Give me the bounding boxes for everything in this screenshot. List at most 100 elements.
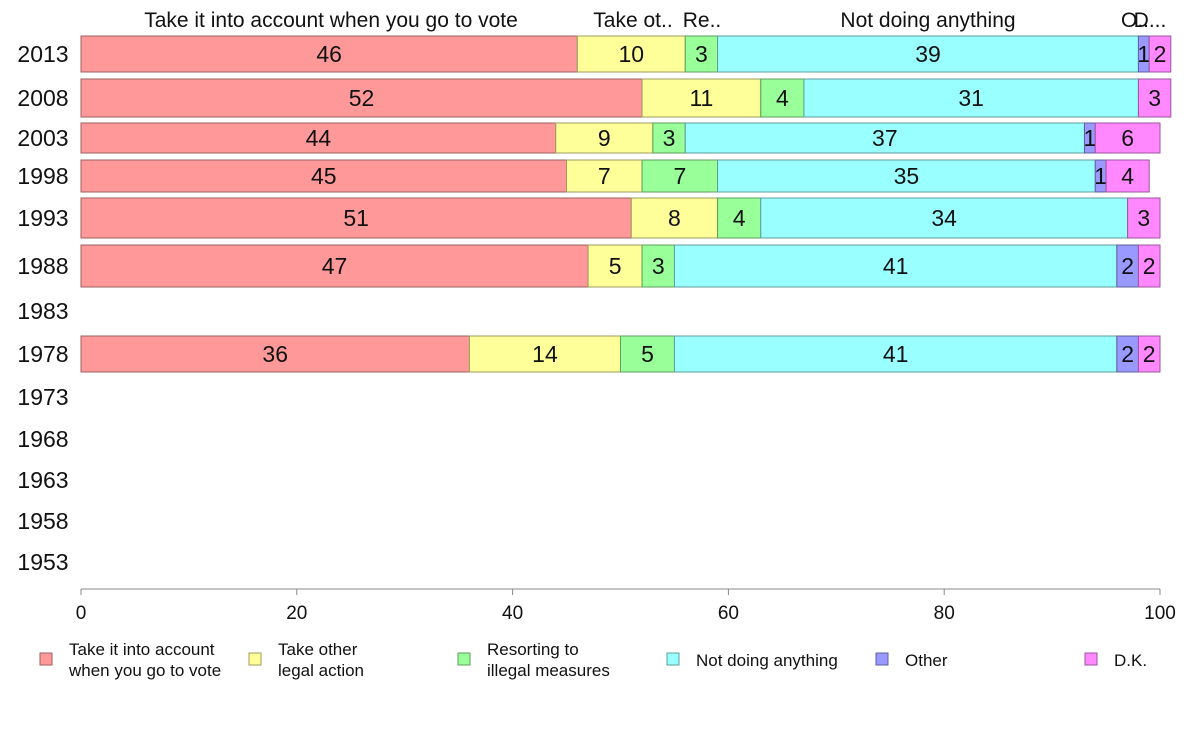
x-tick-label: 20 — [286, 603, 307, 624]
bar-value-label: 2 — [1121, 341, 1134, 367]
bar-value-label: 41 — [883, 253, 909, 279]
bar-value-label: 41 — [883, 341, 909, 367]
legend-label: Other — [905, 651, 948, 670]
series-top-label: D... — [1134, 9, 1167, 32]
bar-segment — [641, 244, 675, 288]
bar-segment — [80, 159, 568, 193]
bar-value-label: 3 — [652, 253, 665, 279]
bar-segment — [1137, 244, 1161, 288]
bar-segment — [803, 78, 1139, 118]
bar-segment — [630, 197, 719, 239]
bar-segment — [641, 159, 719, 193]
bar-segment — [80, 78, 643, 118]
bar-segment — [684, 122, 1085, 154]
bar-segment — [1127, 197, 1161, 239]
bar-segment — [673, 335, 1118, 373]
bar-segment — [1094, 122, 1161, 154]
x-tick-label: 100 — [1144, 603, 1176, 624]
bar-value-label: 45 — [311, 163, 337, 189]
x-tick-label: 80 — [934, 603, 955, 624]
legend-label: when you go to vote — [68, 661, 221, 680]
bar-value-label: 46 — [316, 41, 342, 67]
year-label: 1978 — [17, 341, 68, 367]
legend-label: Take other — [278, 640, 358, 659]
bar-value-label: 37 — [872, 125, 898, 151]
legend-label: Take it into account — [69, 640, 215, 659]
bar-value-label: 31 — [958, 85, 984, 111]
bar-value-label: 11 — [689, 85, 713, 111]
legend-swatch — [875, 652, 889, 666]
bar-value-label: 3 — [663, 125, 676, 151]
bar-value-label: 8 — [668, 205, 681, 231]
bar-segment — [80, 197, 632, 239]
x-tick-label: 60 — [718, 603, 739, 624]
bar-value-label: 34 — [931, 205, 957, 231]
bar-segment — [576, 35, 686, 73]
bar-segment — [1137, 335, 1161, 373]
series-top-label: Not doing anything — [840, 9, 1015, 32]
year-label: 2003 — [17, 125, 68, 151]
bar-value-label: 44 — [306, 125, 332, 151]
series-top-label: Re.. — [683, 9, 722, 32]
bar-segment — [1137, 78, 1172, 118]
bar-segment — [1105, 159, 1150, 193]
bar-segment — [717, 159, 1096, 193]
legend-label: illegal measures — [487, 661, 610, 680]
year-label: 1968 — [17, 426, 68, 452]
bar-value-label: 5 — [609, 253, 622, 279]
year-label: 1993 — [17, 205, 68, 231]
bar-value-label: 9 — [598, 125, 611, 151]
bar-value-label: 1 — [1083, 125, 1096, 151]
bar-value-label: 35 — [894, 163, 920, 189]
x-tick-label: 40 — [502, 603, 523, 624]
bar-value-label: 1 — [1137, 41, 1150, 67]
series-top-label: Take it into account when you go to vote — [144, 9, 518, 32]
bar-value-label: 36 — [262, 341, 288, 367]
legend-label: legal action — [278, 661, 364, 680]
year-label: 1953 — [17, 549, 68, 575]
bar-value-label: 4 — [733, 205, 746, 231]
legend-swatch — [39, 652, 53, 666]
bar-segment — [760, 78, 805, 118]
bar-value-label: 2 — [1143, 253, 1156, 279]
year-label: 1988 — [17, 253, 68, 279]
legend-label: Not doing anything — [696, 651, 838, 670]
bar-segment — [673, 244, 1118, 288]
bar-value-label: 2 — [1154, 41, 1167, 67]
bar-value-label: 1 — [1094, 163, 1107, 189]
bar-segment — [80, 244, 589, 288]
legend-swatch — [457, 652, 471, 666]
series-top-label: Take ot.. — [593, 9, 672, 32]
x-tick-label: 0 — [76, 603, 87, 624]
bar-value-label: 39 — [915, 41, 941, 67]
bar-value-label: 7 — [598, 163, 611, 189]
year-label: 1998 — [17, 163, 68, 189]
bar-value-label: 6 — [1121, 125, 1134, 151]
bar-value-label: 3 — [1148, 85, 1161, 111]
legend-swatch — [666, 652, 680, 666]
year-label: 1983 — [17, 298, 68, 324]
bar-value-label: 4 — [1121, 163, 1134, 189]
legend-label: Resorting to — [487, 640, 579, 659]
bar-value-label: 52 — [349, 85, 375, 111]
bar-segment — [717, 197, 762, 239]
legend-label: D.K. — [1114, 651, 1147, 670]
year-label: 2008 — [17, 85, 68, 111]
legend-swatch — [248, 652, 262, 666]
bar-value-label: 4 — [776, 85, 789, 111]
bar-value-label: 14 — [532, 341, 558, 367]
bar-value-label: 3 — [1137, 205, 1150, 231]
bar-segment — [760, 197, 1129, 239]
bar-segment — [1148, 35, 1172, 73]
bar-value-label: 10 — [618, 41, 644, 67]
bar-segment — [566, 159, 643, 193]
bar-segment — [587, 244, 643, 288]
bar-value-label: 2 — [1121, 253, 1134, 279]
bar-segment — [555, 122, 654, 154]
year-label: 1973 — [17, 384, 68, 410]
bar-value-label: 7 — [673, 163, 686, 189]
legend-swatch — [1084, 652, 1098, 666]
bar-segment — [80, 122, 557, 154]
bar-segment — [641, 78, 762, 118]
